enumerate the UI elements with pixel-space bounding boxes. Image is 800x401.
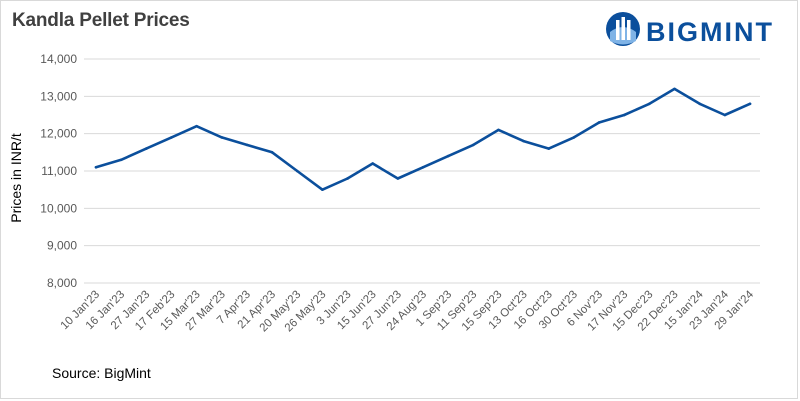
source-note: Source: BigMint (52, 365, 151, 381)
data-point (472, 143, 475, 147)
y-axis-ticks: 8,000 9,000 10,000 11,000 12,000 13,000 14,000 (40, 52, 77, 290)
y-tick-label: 8,000 (47, 276, 77, 290)
data-point (295, 169, 299, 173)
bigmint-logo: BIGMINT (604, 8, 779, 55)
y-tick-label: 14,000 (40, 52, 77, 66)
y-tick-label: 10,000 (40, 201, 77, 215)
bigmint-logo-text: BIGMINT (646, 17, 774, 47)
data-point (245, 143, 249, 147)
data-point (673, 87, 676, 91)
y-axis-label: Prices in INR/t (8, 133, 24, 223)
data-points (94, 87, 752, 191)
y-tick-label: 9,000 (47, 239, 77, 253)
bigmint-logo-mark-icon: BIGMINT (606, 12, 774, 47)
data-point (270, 151, 274, 154)
data-point (698, 102, 701, 106)
data-point (371, 162, 374, 165)
data-point (220, 136, 224, 139)
y-tick-label: 11,000 (41, 164, 77, 178)
grid-lines (84, 58, 760, 284)
data-point (346, 177, 349, 180)
data-point (723, 113, 727, 117)
data-point (195, 124, 198, 128)
data-point (145, 147, 148, 150)
chart-title: Kandla Pellet Prices (12, 10, 190, 31)
data-point (94, 165, 98, 169)
data-point (446, 154, 450, 158)
y-tick-label: 13,000 (40, 89, 77, 103)
data-point (421, 165, 425, 169)
data-point (622, 113, 626, 117)
data-point (119, 158, 123, 162)
data-point (748, 102, 752, 106)
price-series-line (94, 87, 752, 191)
data-point (497, 128, 500, 132)
data-point (170, 136, 173, 139)
data-point (572, 136, 576, 139)
data-point (597, 121, 601, 124)
data-point (396, 177, 400, 180)
data-point (547, 147, 551, 150)
data-point (648, 102, 651, 106)
data-point (522, 139, 525, 143)
y-tick-label: 12,000 (40, 127, 77, 141)
data-point (321, 188, 324, 191)
